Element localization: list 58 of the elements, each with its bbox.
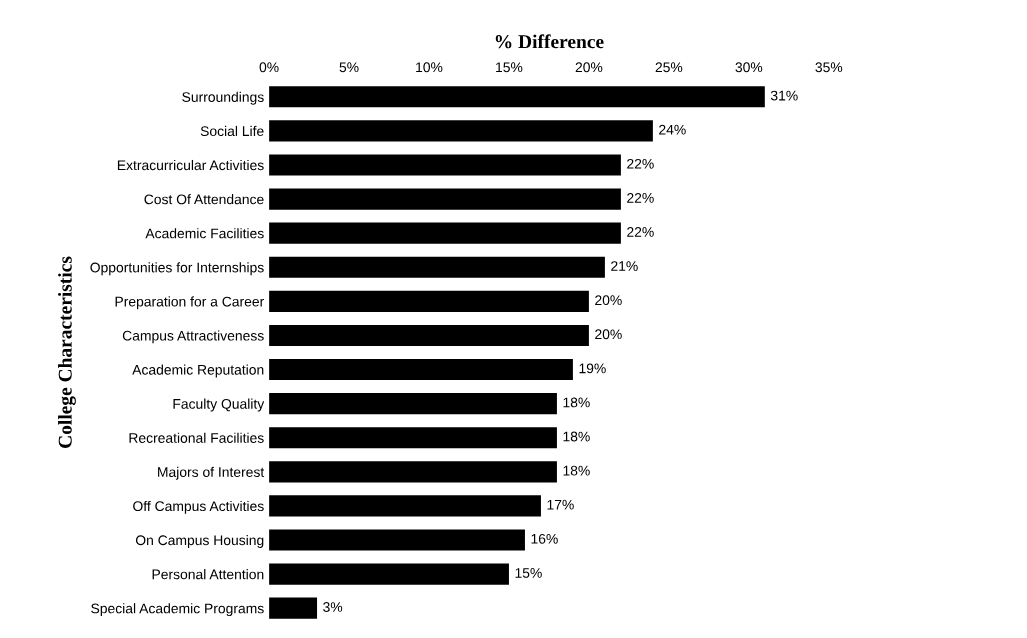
bar (269, 154, 621, 176)
y-tick-label: Recreational Facilities (129, 432, 264, 443)
data-label: 17% (547, 499, 574, 510)
y-tick-label: Preparation for a Career (115, 296, 264, 310)
data-label: 3% (323, 602, 343, 612)
bar (269, 290, 589, 312)
y-tick-label: Special Academic Programs (91, 603, 264, 617)
data-label: 20% (595, 295, 622, 306)
y-tick-label: Social Life (200, 125, 264, 137)
data-label: 18% (563, 397, 590, 408)
x-tick-label: 30% (735, 62, 763, 73)
y-tick-label: Campus Attractiveness (122, 330, 264, 344)
y-tick-label: Cost Of Attendance (144, 194, 264, 205)
y-axis-title: College Characteristics (58, 256, 76, 448)
bar (269, 222, 621, 244)
data-label: 18% (563, 431, 590, 442)
x-tick-label: 35% (815, 62, 843, 73)
data-label: 20% (595, 329, 622, 340)
data-label: 15% (515, 568, 542, 578)
y-tick-label: Faculty Quality (173, 398, 265, 412)
bar (269, 358, 573, 381)
bar (269, 256, 605, 278)
bar (269, 597, 318, 619)
data-label: 31% (770, 90, 798, 101)
y-tick-label: Surroundings (182, 91, 264, 105)
data-label: 24% (659, 124, 686, 135)
y-tick-label: Academic Facilities (145, 228, 264, 239)
y-tick-label: Off Campus Activities (133, 500, 264, 514)
bar (269, 461, 557, 483)
x-tick-label: 0% (259, 62, 279, 73)
y-tick-label: Academic Reputation (132, 364, 264, 378)
data-label: 22% (627, 192, 654, 203)
bar (269, 427, 557, 449)
data-label: 18% (563, 465, 590, 476)
y-tick-label: On Campus Housing (135, 534, 264, 548)
x-tick-label: 5% (339, 62, 359, 73)
bar (269, 188, 621, 210)
x-tick-label: 25% (655, 62, 683, 73)
bar (269, 86, 765, 108)
data-label: 22% (627, 227, 654, 237)
data-label: 21% (611, 261, 638, 271)
y-tick-label: Majors of Interest (158, 466, 265, 480)
data-label: 16% (531, 533, 558, 544)
y-tick-label: Personal Attention (152, 569, 264, 580)
bar (269, 529, 525, 551)
y-tick-label: Opportunities for Internships (90, 262, 264, 276)
x-tick-label: 15% (496, 62, 523, 73)
bar (269, 495, 541, 517)
data-label: 19% (579, 363, 606, 374)
bar (269, 324, 589, 347)
x-tick-label: 20% (575, 62, 603, 73)
bar (269, 120, 653, 142)
data-label: 22% (627, 158, 654, 169)
x-tick-label: 10% (416, 62, 443, 73)
bar (269, 563, 509, 585)
bar (269, 393, 557, 415)
y-tick-label: Extracurricular Activities (117, 159, 264, 171)
x-axis-title: % Difference (495, 34, 604, 49)
